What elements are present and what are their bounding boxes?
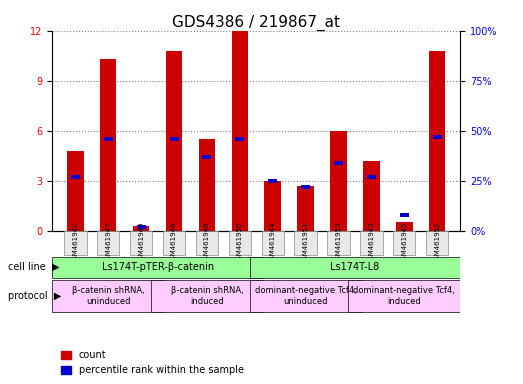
Bar xyxy=(265,181,281,231)
Text: dominant-negative Tcf4,
induced: dominant-negative Tcf4, induced xyxy=(354,286,455,306)
Bar xyxy=(433,135,442,139)
Bar xyxy=(137,225,145,229)
Bar xyxy=(396,222,413,231)
Bar xyxy=(367,175,376,179)
FancyBboxPatch shape xyxy=(294,231,317,255)
Text: dominant-negative Tcf4,
uninduced: dominant-negative Tcf4, uninduced xyxy=(255,286,357,306)
Text: GSM461946: GSM461946 xyxy=(171,222,177,265)
Text: GSM461945: GSM461945 xyxy=(401,222,407,265)
FancyBboxPatch shape xyxy=(97,231,119,255)
Text: GSM461952: GSM461952 xyxy=(434,222,440,265)
Text: β-catenin shRNA,
uninduced: β-catenin shRNA, uninduced xyxy=(72,286,144,306)
FancyBboxPatch shape xyxy=(64,231,86,255)
Bar xyxy=(249,257,460,278)
Text: GSM461950: GSM461950 xyxy=(237,222,243,265)
Text: GSM461949: GSM461949 xyxy=(138,222,144,265)
Bar xyxy=(298,186,314,231)
Text: GSM461948: GSM461948 xyxy=(204,222,210,265)
Bar xyxy=(331,131,347,231)
Text: cell line  ▶: cell line ▶ xyxy=(8,262,59,272)
Text: GSM461943: GSM461943 xyxy=(368,222,374,265)
Bar xyxy=(400,213,409,217)
FancyBboxPatch shape xyxy=(426,231,448,255)
Text: protocol  ▶: protocol ▶ xyxy=(8,291,61,301)
Text: GSM461951: GSM461951 xyxy=(303,222,309,265)
Title: GDS4386 / 219867_at: GDS4386 / 219867_at xyxy=(172,15,340,31)
Bar xyxy=(199,139,215,231)
Bar xyxy=(133,226,150,231)
Bar xyxy=(166,51,182,231)
Bar xyxy=(52,257,263,278)
FancyBboxPatch shape xyxy=(360,231,383,255)
Bar xyxy=(52,280,164,311)
Bar xyxy=(67,151,84,231)
Bar xyxy=(363,161,380,231)
Bar xyxy=(71,175,80,179)
FancyBboxPatch shape xyxy=(229,231,251,255)
Bar xyxy=(429,51,446,231)
Bar xyxy=(202,155,211,159)
Text: β-catenin shRNA,
induced: β-catenin shRNA, induced xyxy=(170,286,243,306)
FancyBboxPatch shape xyxy=(262,231,284,255)
Bar xyxy=(249,280,361,311)
FancyBboxPatch shape xyxy=(393,231,415,255)
Bar xyxy=(151,280,263,311)
Text: GSM461942: GSM461942 xyxy=(72,222,78,265)
Bar xyxy=(268,179,277,183)
Bar xyxy=(235,137,244,141)
Legend: count, percentile rank within the sample: count, percentile rank within the sample xyxy=(57,346,247,379)
Bar xyxy=(232,31,248,231)
FancyBboxPatch shape xyxy=(196,231,218,255)
Text: Ls174T-L8: Ls174T-L8 xyxy=(331,262,380,272)
FancyBboxPatch shape xyxy=(327,231,350,255)
FancyBboxPatch shape xyxy=(163,231,185,255)
FancyBboxPatch shape xyxy=(130,231,152,255)
Text: GSM461944: GSM461944 xyxy=(270,222,276,265)
Bar xyxy=(100,59,117,231)
Bar xyxy=(301,185,310,189)
Bar xyxy=(104,137,113,141)
Text: GSM461947: GSM461947 xyxy=(105,222,111,265)
Bar xyxy=(348,280,460,311)
Text: Ls174T-pTER-β-catenin: Ls174T-pTER-β-catenin xyxy=(101,262,213,272)
Text: GSM461953: GSM461953 xyxy=(336,222,342,265)
Bar xyxy=(169,137,178,141)
Bar xyxy=(334,161,343,165)
